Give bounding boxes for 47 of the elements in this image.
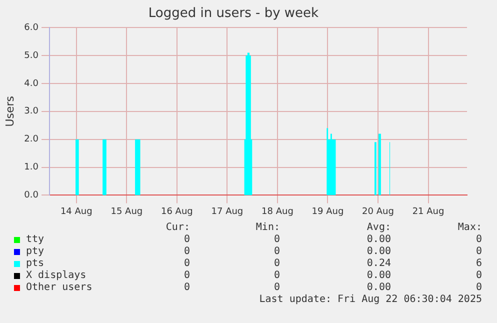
text: 0 [184,246,190,257]
y-tick-label: 3.0 [24,106,39,117]
x-tick-label: 19 Aug [312,206,344,217]
text: 0 [476,234,482,245]
legend-label: Other users [26,282,92,293]
text: 0 [274,270,280,281]
x-tick-label: 14 Aug [60,206,92,217]
text: 0 [184,270,190,281]
text: Max: [458,222,482,233]
text: 0.00 [366,270,391,281]
text: Cur: [166,222,190,233]
legend-label: pts [26,258,44,269]
text: 0 [476,282,482,293]
y-tick-label: 6.0 [24,22,39,33]
text: 6 [476,258,482,269]
text: 0 [476,246,482,257]
text: Min: [256,222,280,233]
text: Last update: Fri Aug 22 06:30:04 2025 [258,294,483,306]
y-tick-label: 4.0 [24,78,39,89]
text: 0.24 [366,258,391,269]
legend-label: pty [26,246,44,257]
text: 0 [476,270,482,281]
x-tick-label: 17 Aug [211,206,244,217]
legend-label: tty [26,234,44,245]
x-tick-label: 21 Aug [412,206,444,217]
text: Avg: [366,222,391,233]
y-tick-label: 2.0 [24,134,39,145]
text: 0 [274,246,280,257]
chart-title: Logged in users - by week [148,6,320,22]
text: 0.00 [366,234,391,245]
y-tick-label: 0.0 [24,190,39,201]
text: 0 [184,258,190,269]
x-tick-label: 18 Aug [262,206,294,217]
y-axis-title: Users [3,96,16,127]
text: 0 [184,282,190,293]
text: 0 [274,234,280,245]
text: 0.00 [366,282,391,293]
text: 0.00 [366,246,391,257]
x-tick-label: 15 Aug [110,206,143,217]
legend-label: X displays [26,270,86,281]
x-tick-label: 20 Aug [362,206,394,217]
y-tick-label: 1.0 [24,162,39,173]
y-tick-label: 5.0 [24,50,39,61]
text: 0 [274,258,280,269]
text: 0 [184,234,190,245]
x-tick-label: 16 Aug [160,206,193,217]
text: 0 [274,282,280,293]
